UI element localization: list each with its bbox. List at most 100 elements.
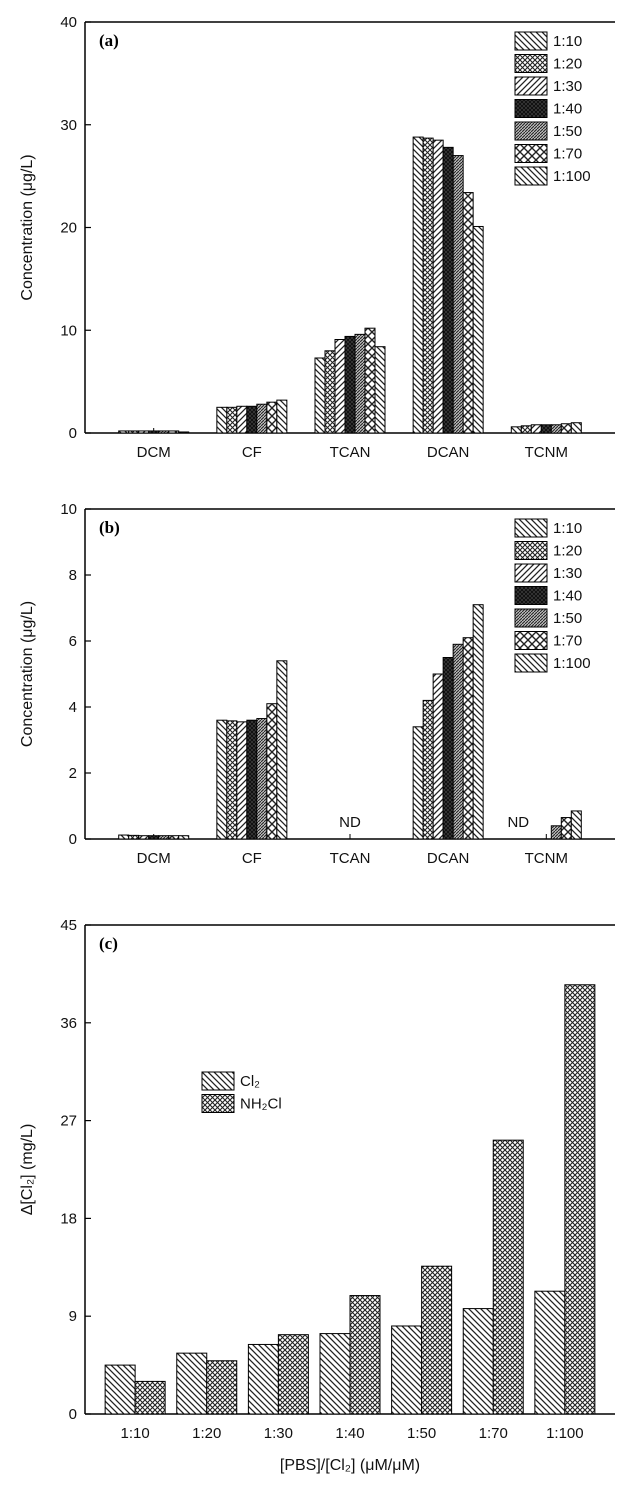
bar-DCM-1:100 [178,835,190,840]
bar-1:40-NH₂Cl [349,1295,381,1415]
legend-label: 1:50 [553,123,582,140]
legend-swatch [514,518,548,538]
bar-DCAN-1:70 [462,637,474,840]
y-tick-label: 2 [69,765,77,782]
legend-swatch [514,541,548,560]
bar-1:50-NH₂Cl [421,1265,453,1415]
x-tick-label: 1:10 [121,1425,150,1442]
x-tick-label: 1:100 [546,1425,584,1442]
legend-label: 1:50 [553,610,582,627]
bar-TCNM-1:50 [550,825,562,840]
legend-label: 1:40 [553,588,582,605]
y-tick-label: 6 [69,633,77,650]
bar-CF-1:10 [216,406,228,434]
legend-swatch [201,1071,235,1091]
legend-label: 1:100 [553,168,591,185]
legend-swatch [514,653,548,673]
bar-CF-1:50 [256,403,268,434]
legend-swatch [514,99,548,118]
bar-CF-1:20 [226,406,238,434]
x-tick-label: DCAN [427,444,470,461]
y-axis-title: Concentration (μg/L) [19,154,36,300]
bar-TCAN-1:70 [364,327,376,434]
bar-DCM-1:20 [128,834,140,840]
chart-panel-3: 0 9 18 27 36 45 Δ[Cl₂] (mg/L) (c) 1:10 1:20 1:30 1:… [19,917,615,1474]
chart-panel-2: 0 2 4 6 8 10 Concentration (μg/L) (b) DCM CF TCAN D… [19,501,615,867]
y-tick-label: 18 [60,1210,77,1227]
x-tick-label: 1:50 [407,1425,436,1442]
bar-CF-1:100 [276,660,288,840]
bar-CF-1:30 [236,721,248,840]
legend-label: 1:10 [553,33,582,50]
legend-label: 1:20 [553,543,582,560]
bar-DCAN-1:50 [452,155,464,434]
nd-annotation: ND [339,814,361,831]
y-tick-label: 45 [60,917,77,934]
bar-CF-1:40 [246,405,258,434]
bar-TCAN-1:100 [374,346,386,434]
bar-DCAN-1:10 [412,726,424,840]
bar-CF-1:70 [266,401,278,434]
legend-label: 1:40 [553,101,582,118]
bar-TCNM-1:30 [530,424,542,434]
chart-panel-1: 0 10 20 30 40 Concentration (μg/L) (a) DCM CF TCA… [19,14,615,461]
bar-TCAN-1:10 [314,357,326,434]
y-tick-label: 4 [69,699,77,716]
x-tick-label: CF [242,444,262,461]
legend-label: 1:30 [553,78,582,95]
nd-annotation: ND [507,814,529,831]
legend-swatch [514,631,548,650]
y-tick-label: 0 [69,831,77,848]
bar-1:10-Cl₂ [104,1364,136,1415]
bar-DCAN-1:30 [432,673,444,840]
x-tick-label: 1:20 [192,1425,221,1442]
x-tick-label: TCNM [525,850,568,867]
x-tick-label: CF [242,850,262,867]
bar-TCAN-1:50 [354,333,366,434]
bar-DCM-1:100 [178,431,190,434]
bar-DCAN-1:100 [472,225,484,434]
bar-TCNM-1:100 [570,422,582,434]
y-axis-title: Δ[Cl₂] (mg/L) [19,1124,36,1216]
x-tick-label: 1:30 [264,1425,293,1442]
bar-CF-1:50 [256,718,268,840]
y-tick-label: 30 [60,117,77,134]
y-tick-label: 40 [60,14,77,31]
bar-CF-1:70 [266,703,278,840]
bar-TCAN-1:20 [324,350,336,434]
legend: 1:10 1:20 1:30 1:40 1:50 1:70 1:100 [514,518,591,673]
bar-DCM-1:40 [148,835,160,840]
bar-TCNM-1:10 [510,426,522,434]
bar-TCNM-1:70 [560,423,572,434]
y-tick-label: 8 [69,567,77,584]
bar-TCNM-1:100 [570,810,582,840]
x-axis-title: [PBS]/[Cl₂] (μM/μM) [280,1457,420,1474]
bar-DCAN-1:100 [472,604,484,840]
bar-DCAN-1:30 [432,139,444,434]
bar-CF-1:20 [226,720,238,840]
bar-DCAN-1:20 [422,137,434,434]
legend-label: 1:100 [553,655,591,672]
bar-DCAN-1:50 [452,643,464,840]
y-tick-label: 10 [60,322,77,339]
bar-DCM-1:20 [128,430,140,434]
bar-CF-1:30 [236,405,248,434]
bar-1:70-NH₂Cl [492,1139,524,1415]
bar-DCM-1:10 [118,834,130,840]
bar-DCM-1:50 [158,835,170,840]
panel-label: (a) [99,31,119,50]
bar-TCNM-1:20 [520,425,532,434]
legend-label: Cl₂ [240,1073,260,1090]
bar-1:70-Cl₂ [462,1308,494,1415]
legend: Cl₂ NH₂Cl [201,1071,282,1113]
bar-TCAN-1:30 [334,338,346,434]
bar-DCM-1:50 [158,430,170,434]
legend-swatch [514,144,548,163]
legend-swatch [514,54,548,73]
bar-TCNM-1:40 [540,424,552,434]
bar-CF-1:100 [276,399,288,434]
bar-DCAN-1:40 [442,146,454,434]
legend-label: 1:10 [553,520,582,537]
bar-1:100-Cl₂ [534,1290,566,1415]
bar-TCNM-1:70 [560,817,572,840]
